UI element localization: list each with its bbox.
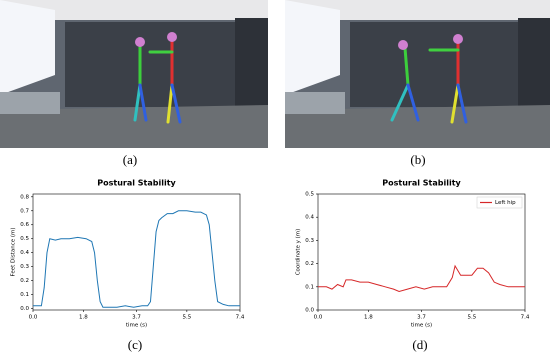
plot-frame — [317, 193, 526, 311]
y-tick-label: 0.0 — [305, 308, 314, 314]
data-line — [318, 264, 525, 292]
y-tick-label: 0.2 — [20, 278, 29, 284]
x-tick-label: 7.4 — [521, 315, 530, 321]
chart-title: Postural Stability — [382, 179, 461, 188]
y-tick-label: 0.3 — [20, 264, 29, 270]
y-tick-label: 0.1 — [20, 292, 29, 298]
caption: (d) — [412, 337, 427, 352]
photo-b — [285, 0, 550, 148]
x-tick-label: 0.0 — [314, 315, 323, 321]
photo-a — [0, 0, 268, 148]
y-tick-label: 0.7 — [20, 208, 29, 214]
y-tick-label: 0.3 — [305, 238, 314, 244]
y-tick-label: 0.8 — [20, 194, 29, 200]
x-axis-label: time (s) — [411, 323, 432, 329]
y-tick-label: 0.6 — [20, 222, 29, 228]
x-tick-label: 0.0 — [29, 315, 38, 321]
plot-frame — [32, 193, 241, 311]
y-tick-label: 0.5 — [305, 192, 314, 198]
y-tick-label: 0.5 — [20, 236, 29, 242]
x-tick-label: 1.8 — [364, 315, 373, 321]
x-tick-label: 3.7 — [132, 315, 141, 321]
y-tick-label: 0.4 — [20, 250, 29, 256]
x-tick-label: 5.5 — [182, 315, 191, 321]
x-tick-label: 5.5 — [467, 315, 476, 321]
x-tick-label: 3.7 — [417, 315, 426, 321]
y-axis-label: Feet Distance (m) — [11, 228, 17, 277]
y-axis-label: Coordinate y (m) — [296, 229, 302, 276]
data-line — [33, 210, 240, 308]
y-tick-label: 0.1 — [305, 284, 314, 290]
caption: (b) — [410, 152, 425, 167]
x-axis-label: time (s) — [126, 323, 147, 329]
caption: (c) — [128, 337, 142, 352]
legend-box — [476, 196, 523, 209]
legend-label: Left hip — [495, 200, 516, 206]
y-tick-label: 0.0 — [20, 306, 29, 312]
y-tick-label: 0.2 — [305, 261, 314, 267]
x-tick-label: 7.4 — [236, 315, 245, 321]
x-tick-label: 1.8 — [79, 315, 88, 321]
caption: (a) — [123, 152, 137, 167]
y-tick-label: 0.4 — [305, 215, 314, 221]
chart-title: Postural Stability — [97, 179, 176, 188]
